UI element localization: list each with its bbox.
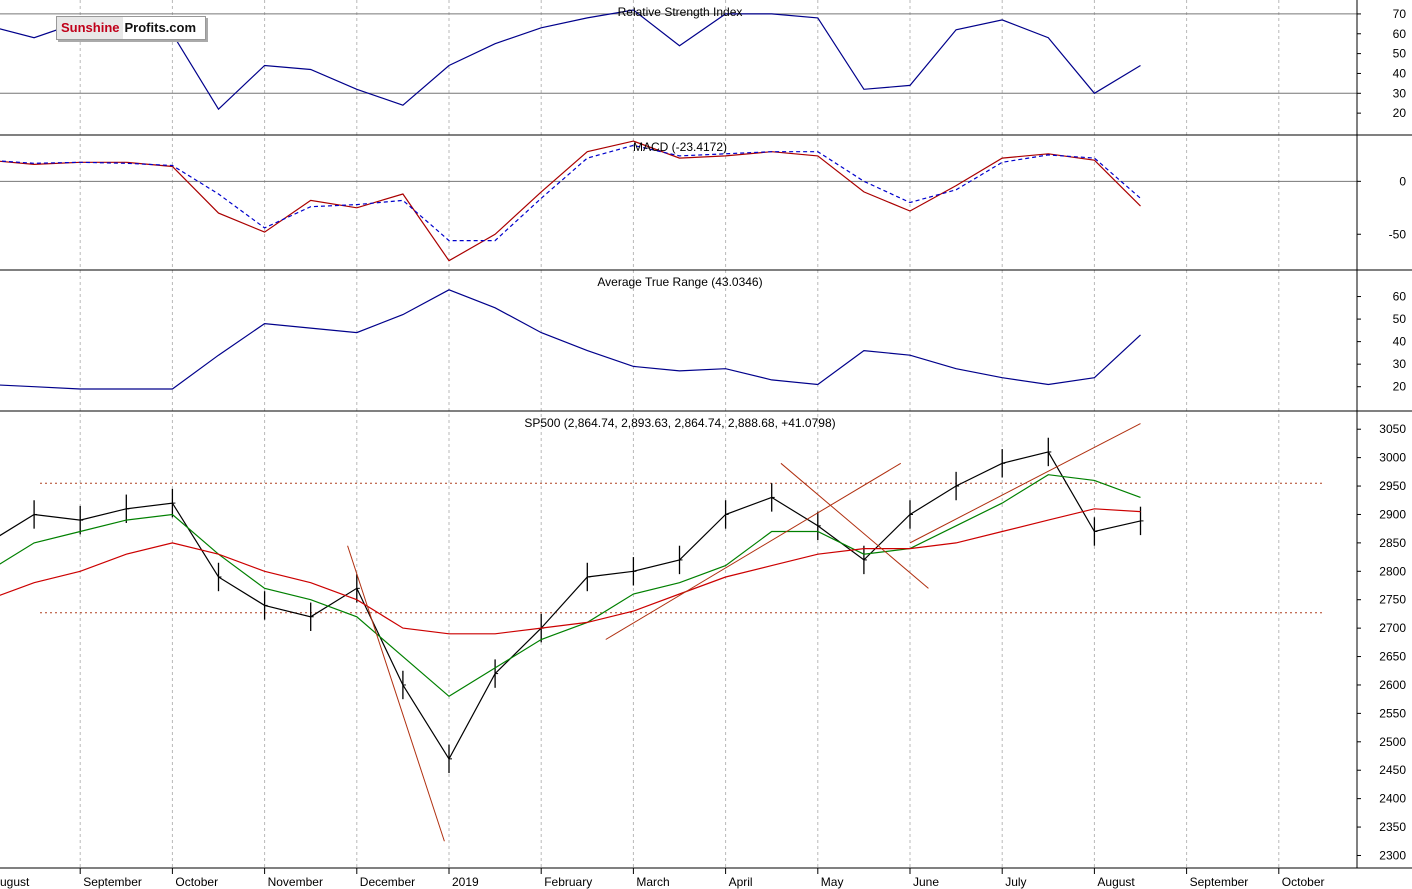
y-tick-label: 30 xyxy=(1393,86,1407,100)
series-line-0 xyxy=(0,9,1141,111)
series-line-sma-200 xyxy=(0,508,1141,635)
panel-1: -50 0 MACD (-23.4172) xyxy=(0,140,1412,271)
trendline xyxy=(909,423,1141,544)
y-tick-label: 2300 xyxy=(1379,848,1406,862)
y-tick-label: 2650 xyxy=(1379,650,1406,664)
y-tick-label: 40 xyxy=(1393,66,1407,80)
trendline xyxy=(780,462,929,589)
month-label: 2019 xyxy=(452,875,479,889)
month-label: April xyxy=(729,875,753,889)
y-tick-label: 2750 xyxy=(1379,593,1406,607)
y-tick-label: 50 xyxy=(1393,312,1407,326)
trendline xyxy=(605,462,902,640)
month-label: March xyxy=(636,875,669,889)
y-tick-label: 20 xyxy=(1393,106,1407,120)
sunshine-profits-logo: Sunshine Profits.com xyxy=(56,16,206,40)
y-tick-label: 2450 xyxy=(1379,763,1406,777)
month-label: August xyxy=(1097,875,1135,889)
y-tick-label: 2500 xyxy=(1379,735,1406,749)
series-line-sma-50 xyxy=(0,474,1141,698)
y-tick-label: 40 xyxy=(1393,335,1407,349)
series-line-0 xyxy=(0,289,1141,390)
y-tick-label: 50 xyxy=(1393,47,1407,61)
panel-title: Relative Strength Index xyxy=(618,5,743,19)
month-label: June xyxy=(913,875,939,889)
y-tick-label: 60 xyxy=(1393,290,1407,304)
month-label: October xyxy=(1282,875,1325,889)
series-line-price xyxy=(0,451,1141,761)
month-label: November xyxy=(268,875,323,889)
y-tick-label: 2350 xyxy=(1379,820,1406,834)
trendline xyxy=(347,545,445,842)
panel-title: MACD (-23.4172) xyxy=(633,140,727,154)
logo-part-profits: Profits.com xyxy=(124,20,197,35)
y-tick-label: 3000 xyxy=(1379,451,1406,465)
logo-part-sunshine: Sunshine xyxy=(57,17,123,39)
y-tick-label: 2950 xyxy=(1379,479,1406,493)
y-tick-label: 2600 xyxy=(1379,678,1406,692)
y-tick-label: 30 xyxy=(1393,357,1407,371)
month-label: May xyxy=(821,875,844,889)
y-tick-label: 2850 xyxy=(1379,536,1406,550)
y-tick-label: 3050 xyxy=(1379,422,1406,436)
series-line-0 xyxy=(0,140,1141,262)
panel-2: 20 30 40 50 60 Average True Range (43.0346) xyxy=(0,275,1412,412)
y-tick-label: 70 xyxy=(1393,7,1407,21)
y-tick-label: 2400 xyxy=(1379,792,1406,806)
y-tick-label: 20 xyxy=(1393,380,1407,394)
y-tick-label: 2700 xyxy=(1379,621,1406,635)
y-tick-label: 2800 xyxy=(1379,564,1406,578)
series-line-1 xyxy=(0,144,1141,242)
month-label: February xyxy=(544,875,592,889)
y-tick-label: 0 xyxy=(1399,174,1406,188)
month-label: ugust xyxy=(0,875,30,889)
month-label: September xyxy=(1190,875,1249,889)
y-tick-label: 2550 xyxy=(1379,706,1406,720)
month-label: December xyxy=(360,875,415,889)
y-tick-label: -50 xyxy=(1389,227,1407,241)
y-tick-label: 2900 xyxy=(1379,507,1406,521)
panel-title: SP500 (2,864.74, 2,893.63, 2,864.74, 2,8… xyxy=(524,416,835,430)
month-label: October xyxy=(175,875,218,889)
month-label: July xyxy=(1005,875,1026,889)
y-tick-label: 60 xyxy=(1393,27,1407,41)
panel-title: Average True Range (43.0346) xyxy=(597,275,762,289)
panel-0: 20 30 40 50 60 70 Relative Strength Index xyxy=(0,5,1412,136)
panel-3: 2300 2350 2400 2450 2500 2550 2600 2650 2700 2750… xyxy=(0,416,1412,869)
month-label: September xyxy=(83,875,142,889)
